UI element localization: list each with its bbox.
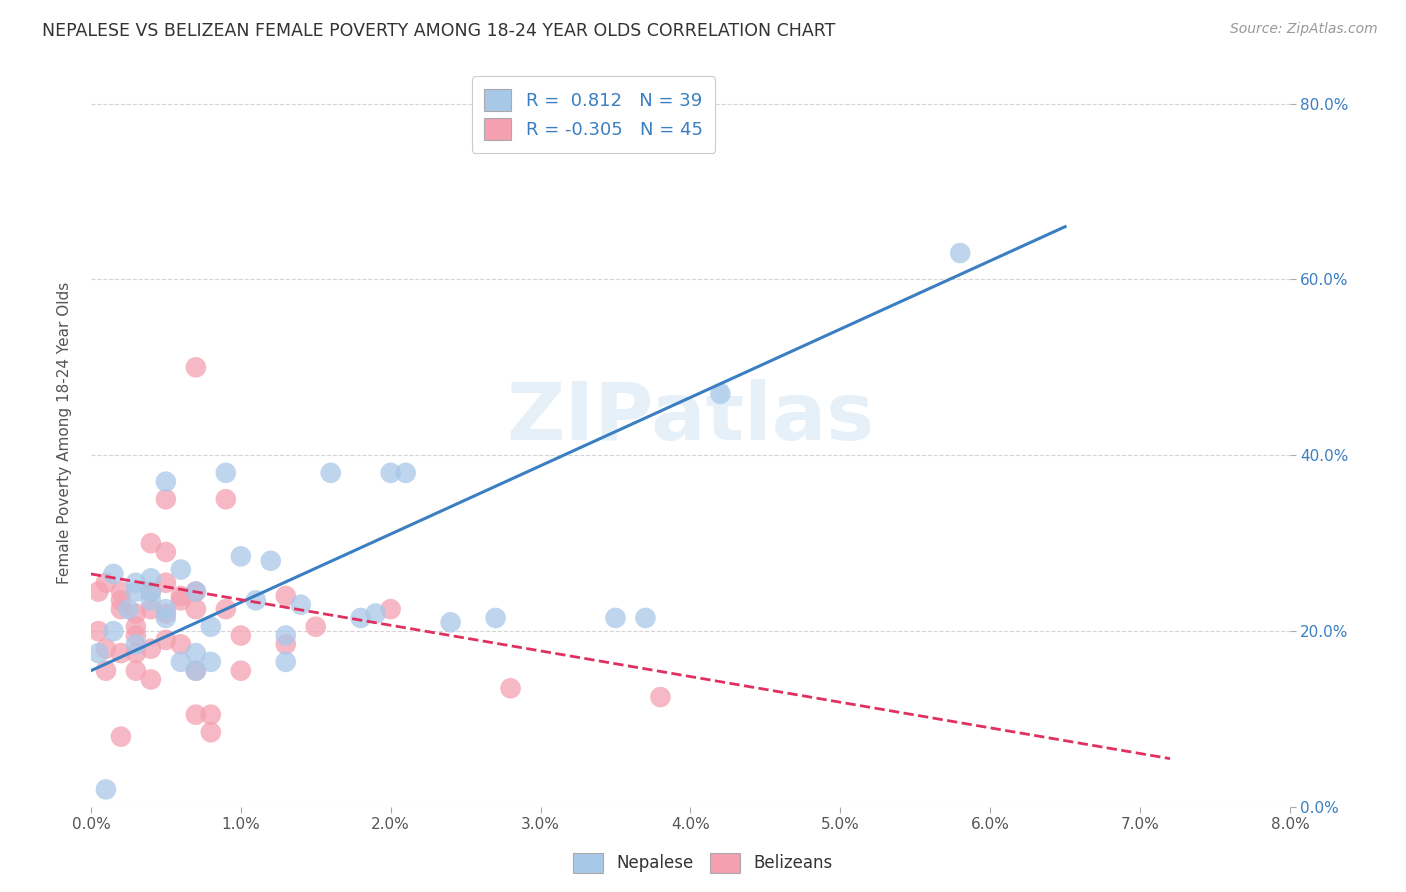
Point	[274, 628, 297, 642]
Point	[125, 646, 148, 660]
Point	[170, 593, 193, 607]
Point	[184, 664, 207, 678]
Point	[170, 637, 193, 651]
Point	[155, 575, 177, 590]
Point	[87, 646, 110, 660]
Point	[634, 611, 657, 625]
Point	[155, 492, 177, 507]
Point	[380, 602, 402, 616]
Point	[139, 602, 162, 616]
Point	[139, 673, 162, 687]
Point	[155, 545, 177, 559]
Point	[125, 607, 148, 621]
Point	[605, 611, 627, 625]
Point	[125, 637, 148, 651]
Legend: Nepalese, Belizeans: Nepalese, Belizeans	[567, 847, 839, 880]
Y-axis label: Female Poverty Among 18-24 Year Olds: Female Poverty Among 18-24 Year Olds	[58, 282, 72, 584]
Point	[110, 646, 132, 660]
Point	[184, 707, 207, 722]
Point	[184, 602, 207, 616]
Point	[949, 246, 972, 260]
Point	[155, 607, 177, 621]
Point	[155, 632, 177, 647]
Point	[139, 641, 162, 656]
Point	[139, 593, 162, 607]
Point	[499, 681, 522, 696]
Point	[184, 646, 207, 660]
Point	[260, 554, 283, 568]
Point	[110, 584, 132, 599]
Point	[200, 707, 222, 722]
Point	[650, 690, 672, 704]
Point	[125, 620, 148, 634]
Point	[155, 611, 177, 625]
Point	[184, 360, 207, 375]
Point	[117, 602, 139, 616]
Point	[110, 593, 132, 607]
Point	[215, 602, 238, 616]
Point	[94, 664, 117, 678]
Point	[155, 602, 177, 616]
Point	[125, 584, 148, 599]
Point	[305, 620, 328, 634]
Point	[229, 628, 252, 642]
Point	[380, 466, 402, 480]
Text: NEPALESE VS BELIZEAN FEMALE POVERTY AMONG 18-24 YEAR OLDS CORRELATION CHART: NEPALESE VS BELIZEAN FEMALE POVERTY AMON…	[42, 22, 835, 40]
Point	[350, 611, 373, 625]
Point	[139, 571, 162, 585]
Point	[229, 549, 252, 564]
Point	[110, 730, 132, 744]
Text: Source: ZipAtlas.com: Source: ZipAtlas.com	[1230, 22, 1378, 37]
Point	[200, 725, 222, 739]
Point	[155, 475, 177, 489]
Point	[364, 607, 387, 621]
Point	[395, 466, 418, 480]
Point	[103, 566, 125, 581]
Point	[184, 664, 207, 678]
Point	[274, 589, 297, 603]
Point	[170, 563, 193, 577]
Point	[319, 466, 342, 480]
Point	[87, 624, 110, 639]
Point	[200, 655, 222, 669]
Point	[139, 584, 162, 599]
Point	[94, 641, 117, 656]
Text: ZIPatlas: ZIPatlas	[506, 379, 875, 458]
Point	[215, 492, 238, 507]
Point	[274, 655, 297, 669]
Point	[94, 782, 117, 797]
Point	[125, 575, 148, 590]
Point	[103, 624, 125, 639]
Point	[184, 584, 207, 599]
Point	[484, 611, 506, 625]
Point	[245, 593, 267, 607]
Point	[439, 615, 461, 630]
Point	[94, 575, 117, 590]
Point	[290, 598, 312, 612]
Point	[170, 655, 193, 669]
Point	[139, 584, 162, 599]
Point	[184, 584, 207, 599]
Legend: R =  0.812   N = 39, R = -0.305   N = 45: R = 0.812 N = 39, R = -0.305 N = 45	[471, 76, 716, 153]
Point	[229, 664, 252, 678]
Point	[87, 584, 110, 599]
Point	[200, 620, 222, 634]
Point	[274, 637, 297, 651]
Point	[170, 589, 193, 603]
Point	[709, 386, 731, 401]
Point	[215, 466, 238, 480]
Point	[139, 536, 162, 550]
Point	[110, 602, 132, 616]
Point	[125, 628, 148, 642]
Point	[125, 664, 148, 678]
